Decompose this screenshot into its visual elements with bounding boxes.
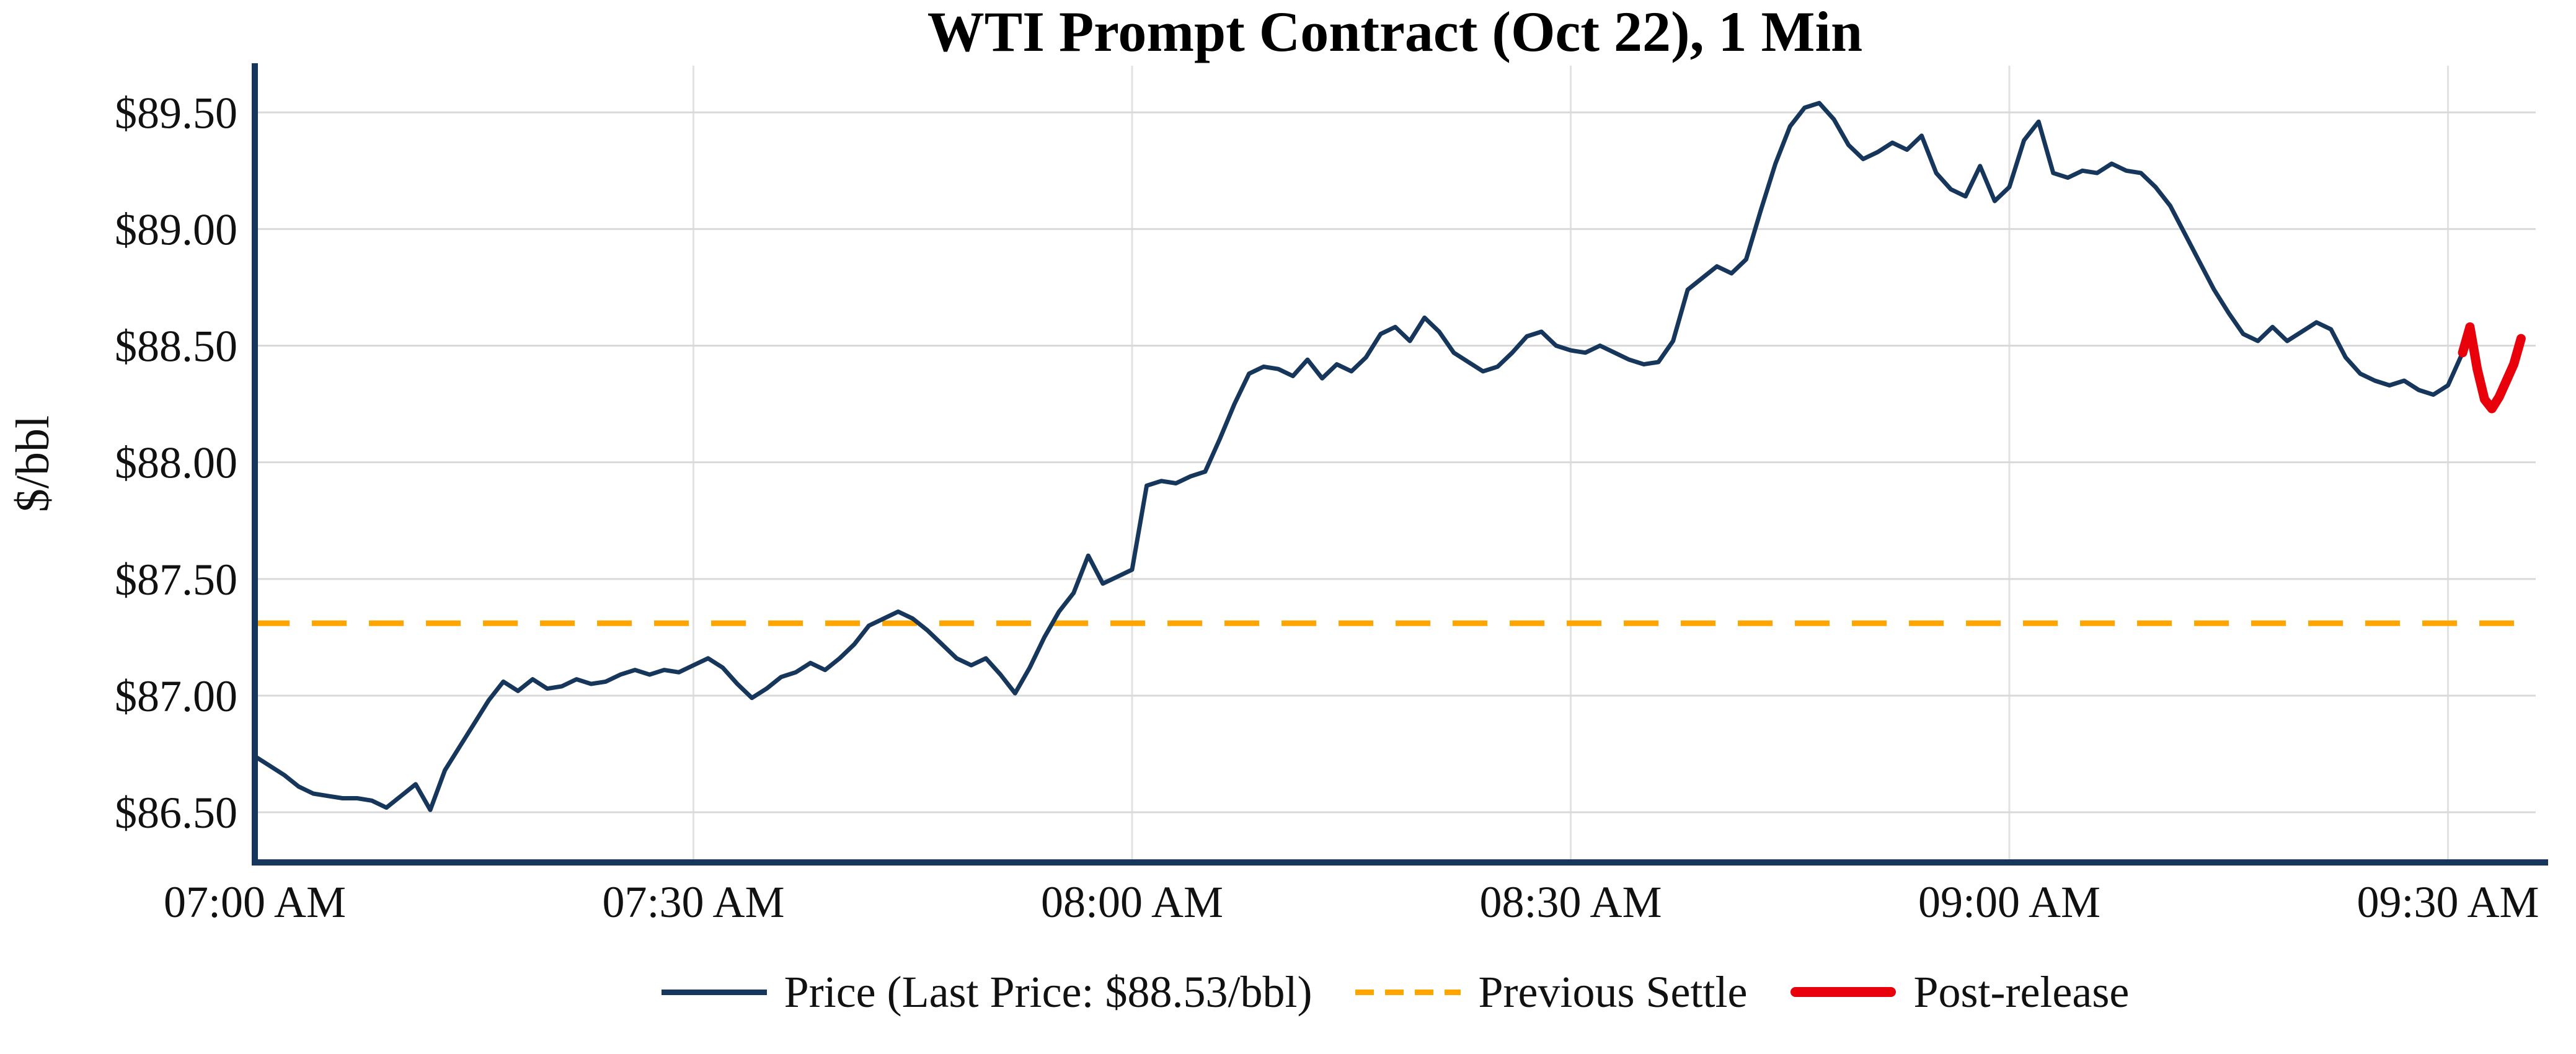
axis-spines (252, 63, 2548, 866)
legend-item-price: Price (Last Price: $88.53/bbl) (661, 967, 1312, 1018)
gridlines (254, 66, 2536, 862)
x-tick-label: 07:30 AM (602, 877, 784, 927)
y-tick-label: $89.50 (115, 88, 237, 138)
legend-label-previous-settle: Previous Settle (1478, 967, 1748, 1017)
x-tick-label: 08:30 AM (1479, 877, 1662, 927)
legend-item-post-release: Post-release (1790, 967, 2129, 1018)
x-tick-label: 08:00 AM (1041, 877, 1223, 927)
y-tick-label: $87.50 (115, 555, 237, 604)
previous-settle-dash-swatch-icon (1355, 989, 1461, 995)
x-tick-label: 07:00 AM (164, 877, 346, 927)
chart-title: WTI Prompt Contract (Oct 22), 1 Min (927, 0, 1862, 63)
legend-item-previous-settle: Previous Settle (1355, 967, 1747, 1018)
x-tick-label: 09:30 AM (2357, 877, 2539, 927)
legend-label-price: Price (Last Price: $88.53/bbl) (784, 967, 1312, 1017)
axis-tick-labels: 07:00 AM 07:30 AM 08:00 AM 08:30 AM 09:00 AM… (115, 88, 2539, 927)
post-release-line-swatch-icon (1790, 987, 1897, 997)
y-tick-label: $87.00 (115, 671, 237, 721)
y-tick-label: $88.50 (115, 322, 237, 371)
y-axis-label: $/bbl (7, 415, 59, 512)
price-line-swatch-icon (661, 989, 767, 995)
legend: Price (Last Price: $88.53/bbl) Previous … (255, 958, 2536, 1026)
x-tick-label: 09:00 AM (1918, 877, 2100, 927)
legend-label-post-release: Post-release (1913, 967, 2130, 1017)
y-tick-label: $86.50 (115, 788, 237, 838)
y-tick-label: $88.00 (115, 438, 237, 488)
price-series (252, 100, 2526, 812)
y-tick-label: $89.00 (115, 205, 237, 254)
